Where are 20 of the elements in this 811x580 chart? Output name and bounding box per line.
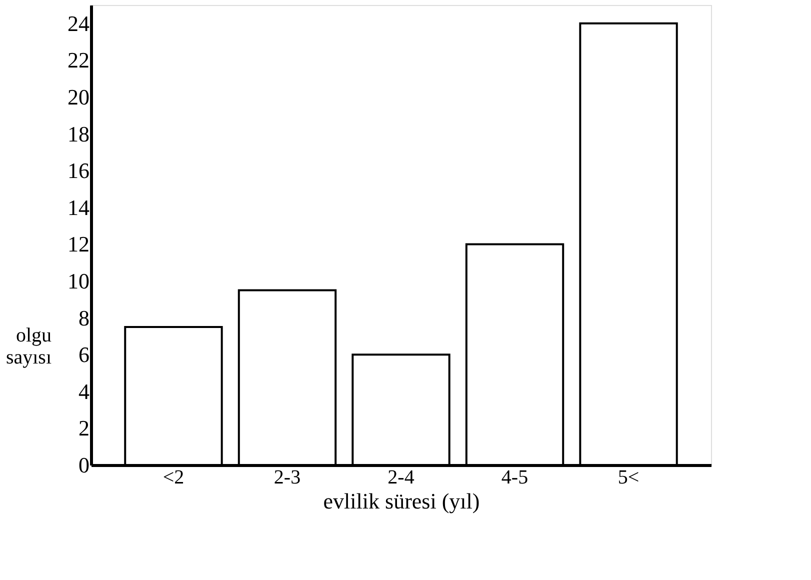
x-axis-title: evlilik süresi (yıl) xyxy=(323,488,480,514)
y-tick-label: 24 xyxy=(68,10,90,36)
y-tick-label: 16 xyxy=(68,158,90,184)
y-tick-label: 14 xyxy=(68,194,90,220)
y-tick-label: 4 xyxy=(78,378,90,404)
x-tick-label: 2-3 xyxy=(274,466,301,488)
y-tick-label: 2 xyxy=(78,416,90,441)
x-tick-label: 5< xyxy=(618,466,640,488)
y-tick-label: 12 xyxy=(68,232,90,257)
y-tick-label: 6 xyxy=(78,342,90,368)
x-tick-label: 2-4 xyxy=(388,466,414,488)
y-tick-label: 22 xyxy=(68,48,90,73)
y-tick-label: 18 xyxy=(68,121,90,146)
x-tick-label: 4-5 xyxy=(501,466,528,488)
y-tick-label: 8 xyxy=(78,305,90,330)
x-tick-label: <2 xyxy=(162,466,184,488)
y-tick-label: 0 xyxy=(78,452,90,478)
y-tick-label: 20 xyxy=(68,84,90,110)
y-tick-label: 10 xyxy=(68,268,90,294)
y-axis-title: olgu sayısı xyxy=(6,324,52,368)
